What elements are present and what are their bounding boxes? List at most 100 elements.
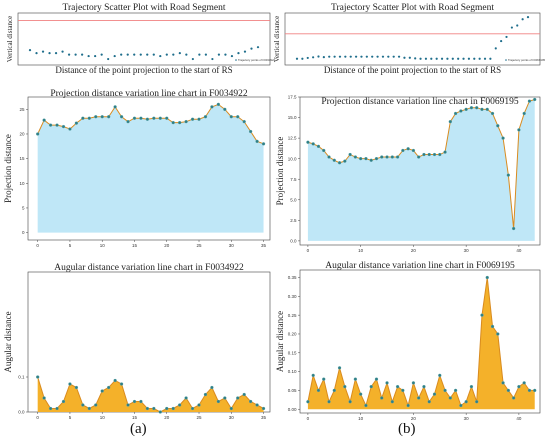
plot-frame bbox=[27, 96, 271, 241]
scatter-point bbox=[381, 55, 385, 58]
data-point bbox=[469, 385, 474, 389]
x-tick-label: 0 bbox=[307, 416, 310, 421]
chart-title: Augular distance variation line chart in… bbox=[325, 261, 515, 271]
data-point bbox=[81, 403, 85, 407]
data-point bbox=[459, 109, 463, 113]
data-point bbox=[145, 117, 150, 121]
scatter-point bbox=[446, 57, 449, 60]
data-point bbox=[248, 399, 253, 404]
data-point bbox=[443, 150, 447, 154]
scatter-point bbox=[430, 57, 433, 60]
x-tick-label: 25 bbox=[197, 243, 203, 248]
data-point bbox=[332, 388, 336, 393]
legend: Trajectory points of F0069195 bbox=[505, 58, 545, 62]
data-point bbox=[348, 400, 352, 404]
data-point bbox=[327, 400, 331, 404]
data-point bbox=[406, 403, 410, 408]
data-point bbox=[380, 396, 384, 400]
data-point bbox=[343, 159, 347, 163]
y-tick-label: 12.5 bbox=[288, 136, 297, 141]
y-tick-label: 0.10 bbox=[288, 369, 297, 374]
plot-frame bbox=[27, 271, 271, 413]
data-point bbox=[229, 406, 233, 411]
data-point bbox=[464, 400, 468, 404]
data-point bbox=[374, 157, 379, 161]
scatter-point bbox=[237, 52, 240, 55]
y-axis-label: Vertical distance bbox=[6, 16, 14, 62]
legend-marker bbox=[505, 59, 507, 61]
data-point bbox=[74, 385, 79, 390]
x-tick-label: 35 bbox=[261, 243, 267, 248]
data-point bbox=[480, 313, 484, 317]
y-tick-label: 0.20 bbox=[288, 332, 297, 337]
scatter-point bbox=[35, 52, 38, 55]
x-tick-label: 30 bbox=[464, 248, 470, 253]
legend-label: Trajectory points of F0069195 bbox=[508, 58, 545, 62]
data-point bbox=[369, 385, 373, 389]
data-point bbox=[236, 396, 240, 400]
x-tick-label: 10 bbox=[100, 243, 106, 248]
data-point bbox=[359, 157, 363, 161]
data-point bbox=[48, 406, 53, 411]
scatter-point bbox=[349, 55, 352, 58]
scatter-point bbox=[28, 49, 32, 52]
scatter-point bbox=[146, 53, 149, 56]
data-point bbox=[158, 410, 162, 414]
data-point bbox=[184, 396, 188, 400]
data-point bbox=[501, 136, 505, 140]
y-tick-label: 17.5 bbox=[288, 95, 297, 100]
y-tick-label: 0.35 bbox=[288, 275, 297, 280]
scatter-point bbox=[139, 53, 142, 56]
data-point bbox=[480, 107, 484, 111]
scatter-point bbox=[365, 55, 368, 58]
data-point bbox=[517, 128, 521, 132]
data-point bbox=[36, 132, 40, 136]
y-tick-label: 10.0 bbox=[288, 156, 297, 161]
scatter-point bbox=[408, 56, 411, 59]
data-point bbox=[242, 120, 246, 124]
scatter-point bbox=[81, 53, 84, 56]
scatter-point bbox=[113, 54, 116, 58]
data-point bbox=[369, 158, 373, 162]
y-tick-label: 5.0 bbox=[290, 197, 297, 202]
scatter-point bbox=[107, 57, 110, 61]
scatter-point bbox=[178, 52, 181, 55]
scatter-point bbox=[500, 39, 503, 43]
y-tick-label: 10 bbox=[19, 181, 25, 186]
data-point bbox=[113, 378, 117, 383]
x-axis-label: Distance of the point projection to the … bbox=[324, 65, 501, 75]
chart-title: Projection distance variation line chart… bbox=[321, 97, 519, 107]
data-point bbox=[242, 392, 246, 397]
data-point bbox=[178, 403, 182, 407]
scatter-point bbox=[295, 57, 299, 60]
x-tick-label: 10 bbox=[100, 415, 106, 420]
scatter-point bbox=[306, 56, 309, 60]
y-axis-label: Augular distance bbox=[275, 311, 285, 372]
chart-scatter-a: Trajectory Scatter Plot with Road Segmen… bbox=[6, 3, 275, 75]
data-point bbox=[190, 117, 195, 121]
chart-scatter-b: Trajectory Scatter Plot with Road Segmen… bbox=[273, 3, 545, 75]
data-point bbox=[353, 155, 358, 159]
data-point bbox=[100, 115, 104, 119]
y-tick-label: 15 bbox=[19, 156, 25, 161]
data-point bbox=[527, 99, 532, 103]
scatter-point bbox=[376, 55, 379, 58]
chart-title: Trajectory Scatter Plot with Road Segmen… bbox=[331, 3, 494, 13]
data-point bbox=[229, 115, 233, 119]
y-tick-label: 0 bbox=[22, 230, 25, 235]
chart-ang-a: Augular distance variation line chart in… bbox=[3, 263, 271, 420]
scatter-point bbox=[211, 57, 214, 61]
data-point bbox=[311, 142, 315, 146]
caption-b: (b) bbox=[398, 421, 416, 437]
scatter-point bbox=[67, 53, 71, 56]
data-point bbox=[119, 382, 124, 386]
scatter-point bbox=[397, 55, 401, 58]
y-tick-label: 0.15 bbox=[288, 350, 297, 355]
x-tick-label: 40 bbox=[516, 416, 522, 421]
data-point bbox=[469, 106, 474, 110]
scatter-point bbox=[344, 55, 347, 58]
data-point bbox=[422, 152, 426, 157]
scatter-point bbox=[48, 52, 51, 55]
data-point bbox=[68, 127, 72, 131]
y-tick-label: 0.1 bbox=[18, 375, 25, 380]
